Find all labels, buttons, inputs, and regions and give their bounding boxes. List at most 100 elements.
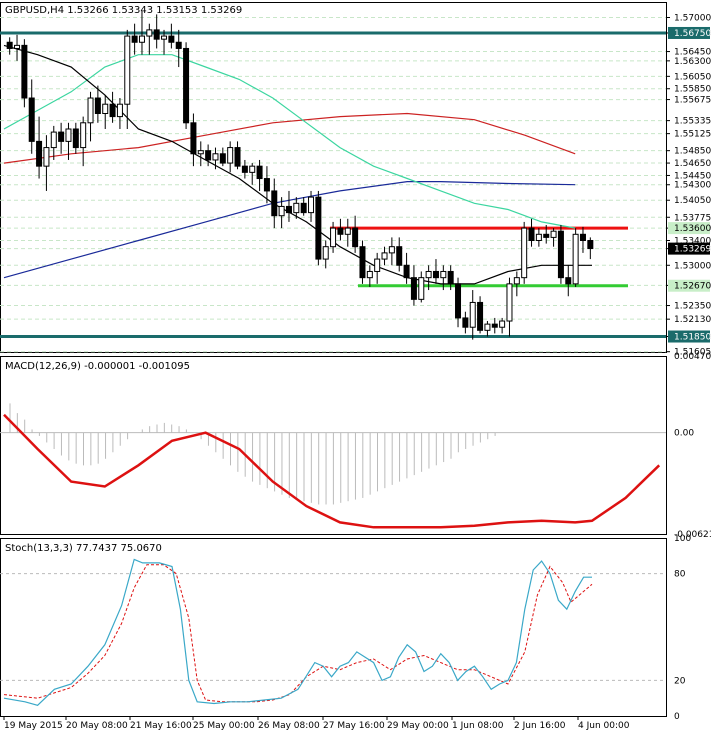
price-tick-label: 1.55335: [674, 117, 711, 127]
x-tick-label: 26 May 08:00: [258, 721, 320, 731]
stoch-signal-line: [3, 564, 593, 703]
candle-bull: [440, 270, 447, 279]
candle-bear: [403, 264, 410, 279]
price-tick-label: 1.54850: [674, 147, 711, 157]
candle-bull: [50, 131, 57, 149]
price-tick-label: 1.55125: [674, 130, 711, 140]
candle-bull: [484, 323, 491, 331]
x-tick-label: 19 May 2015: [4, 721, 63, 731]
stoch-tick-label: 20: [674, 676, 686, 686]
candle-bull: [227, 147, 234, 164]
price-tick-label: 1.55675: [674, 96, 711, 106]
macd-label: MACD(12,26,9) -0.000001 -0.001095: [5, 361, 190, 372]
chart-title: GBPUSD,H4 1.53266 1.53343 1.53153 1.5326…: [5, 5, 242, 16]
price-tick-label: 1.54050: [674, 196, 711, 206]
price-tick-label: 1.52130: [674, 315, 711, 325]
x-tick-label: 4 Jun 00:00: [578, 721, 630, 731]
candle-bear: [72, 128, 79, 149]
teal-low-tag: [668, 330, 710, 343]
price-tick-label: 1.54300: [674, 181, 711, 191]
price-tick-label: 1.56300: [674, 57, 711, 67]
current-price-tag: [668, 242, 710, 255]
candle-bull: [124, 35, 131, 105]
stoch-tick-label: 0: [674, 712, 680, 722]
candle-bear: [565, 277, 572, 285]
candle-bear: [410, 277, 417, 300]
candle-bear: [491, 323, 498, 328]
candle-bear: [263, 178, 270, 192]
stoch-label: Stoch(13,3,3) 77.7437 75.0670: [5, 543, 162, 554]
candle-bull: [249, 165, 256, 173]
candle-bull: [116, 103, 123, 118]
candle-bear: [359, 246, 366, 279]
candle-bull: [308, 196, 315, 214]
candle-bull: [14, 44, 21, 49]
candle-bear: [447, 270, 454, 285]
support-tag: [668, 279, 710, 292]
candle-bull: [43, 147, 50, 167]
candle-bear: [543, 233, 550, 238]
candle-bull: [293, 202, 300, 214]
candle-bull: [161, 35, 168, 40]
candle-bear: [175, 41, 182, 49]
candle-bull: [506, 283, 513, 322]
candle-bear: [337, 227, 344, 235]
candle-bear: [168, 35, 175, 43]
price-tick-label: 1.54650: [674, 159, 711, 169]
level-price-label: 1.56750: [674, 29, 711, 39]
candle-bear: [579, 233, 586, 241]
price-tick-label: 1.53400: [674, 236, 711, 246]
ma-cyan-line: [3, 54, 576, 229]
candle-bull: [535, 233, 542, 241]
candle-bear: [6, 41, 13, 49]
x-tick-label: 25 May 00:00: [193, 721, 255, 731]
candle-bear: [557, 230, 564, 279]
candle-bull: [388, 246, 395, 254]
candle-bear: [432, 270, 439, 279]
candle-bear: [234, 147, 241, 167]
macd-tick-label: 0.00: [674, 429, 694, 439]
candle-bear: [241, 165, 248, 173]
stoch-tick-label: 80: [674, 570, 686, 580]
x-tick-label: 1 Jun 08:00: [452, 721, 504, 731]
candle-bull: [366, 270, 373, 279]
x-tick-label: 2 Jun 16:00: [514, 721, 566, 731]
macd-tick-label: 0.004701: [674, 352, 711, 362]
candle-bull: [344, 227, 351, 235]
candle-bull: [418, 277, 425, 300]
candle-bull: [499, 320, 506, 328]
candle-bull: [381, 252, 388, 260]
candle-bear: [271, 190, 278, 217]
candle-bear: [94, 97, 101, 115]
candle-bull: [550, 230, 557, 238]
stoch-tick-label: 100: [674, 534, 691, 544]
candle-bull: [80, 122, 87, 149]
level-price-label: 1.53600: [674, 224, 711, 234]
candle-bear: [315, 196, 322, 260]
candle-bear: [28, 97, 35, 142]
ma-blue-line: [3, 181, 576, 279]
candle-bull: [572, 233, 579, 285]
candle-bear: [300, 202, 307, 214]
candle-bear: [205, 150, 212, 161]
price-tick-label: 1.51605: [674, 348, 711, 358]
candle-bear: [183, 47, 190, 124]
stoch-main-line: [3, 558, 592, 706]
candle-bear: [462, 317, 469, 328]
macd-tick-label: -0.006213: [674, 530, 711, 540]
candle-bear: [219, 153, 226, 164]
price-tick-label: 1.52350: [674, 302, 711, 312]
candle-bear: [477, 301, 484, 331]
candle-bear: [455, 283, 462, 319]
candle-bull: [330, 227, 337, 248]
candle-bull: [278, 205, 285, 217]
candle-bear: [587, 239, 594, 250]
x-tick-label: 21 May 16:00: [130, 721, 192, 731]
macd-signal-line: [3, 413, 661, 529]
ma-red-line: [3, 112, 576, 164]
level-price-label: 1.52670: [674, 282, 711, 292]
candle-bear: [58, 131, 65, 142]
level-price-label: 1.53269: [674, 245, 711, 255]
teal-high-tag: [668, 26, 710, 39]
